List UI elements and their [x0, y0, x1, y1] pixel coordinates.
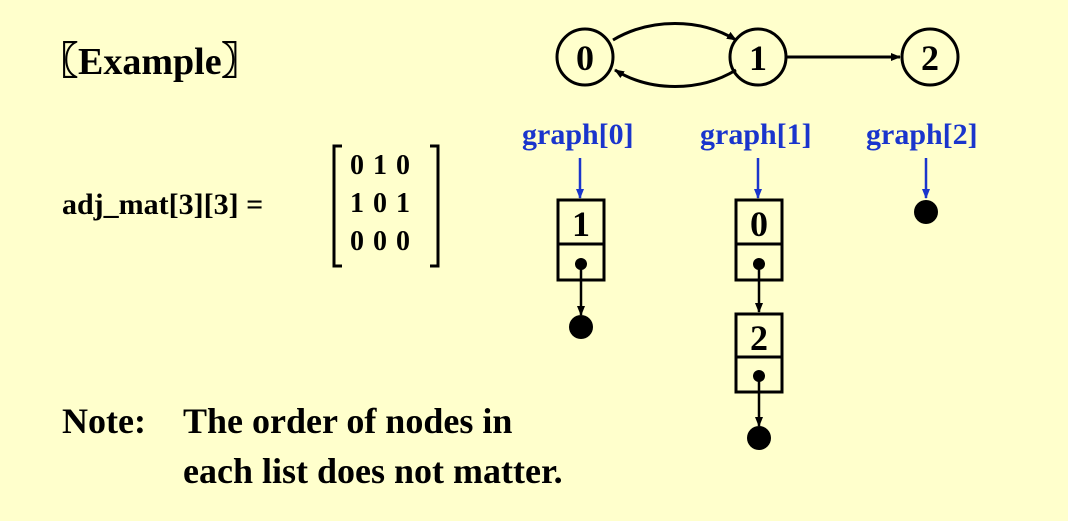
graph-node-0-label: 0 [576, 38, 594, 78]
list1-node-0: 0 [734, 198, 784, 282]
list2-null [914, 200, 938, 224]
matrix-bracket-right [430, 144, 440, 268]
list0-null [569, 315, 593, 339]
graph-node-0: 0 [555, 27, 615, 87]
list1-node-1-value: 2 [750, 318, 768, 358]
list1-null [747, 426, 771, 450]
edge-1-to-0 [614, 68, 737, 88]
matrix-bracket-left [332, 144, 342, 268]
graph-header-2: graph[2] [866, 118, 978, 151]
graph-node-1: 1 [728, 27, 788, 87]
edge-0-to-1 [612, 22, 737, 42]
list0-node-0-value: 1 [572, 204, 590, 244]
matrix-row-2: 0 0 0 [350, 226, 411, 257]
matrix-row-1: 1 0 1 [350, 188, 411, 219]
adj-matrix-label: adj_mat[3][3] = [62, 188, 264, 221]
graph-node-2: 2 [900, 27, 960, 87]
note-line-1: The order of nodes in [183, 401, 513, 441]
graph-header-1: graph[1] [700, 118, 812, 151]
list1-node-0-value: 0 [750, 204, 768, 244]
graph-node-2-label: 2 [921, 38, 939, 78]
graph-header-0: graph[0] [522, 118, 634, 151]
note-line-2: each list does not matter. [183, 451, 563, 491]
graph-node-1-label: 1 [749, 38, 767, 78]
note-label: Note: [62, 401, 146, 441]
matrix-row-0: 0 1 0 [350, 150, 411, 181]
example-title: 〖Example〗 [40, 41, 260, 83]
